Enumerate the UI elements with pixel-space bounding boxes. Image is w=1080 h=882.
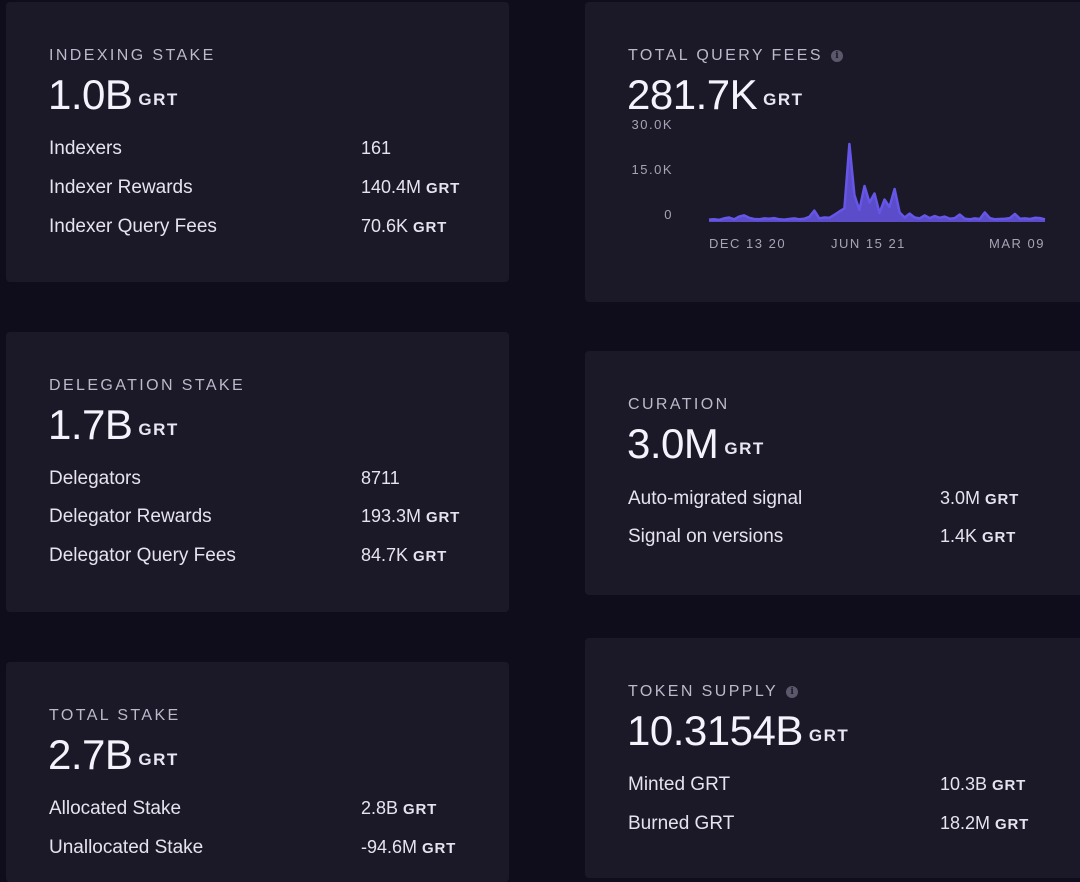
curation-title: CURATION — [628, 396, 730, 413]
query-fees-unit: GRT — [763, 90, 804, 109]
stat-name: Delegators — [49, 468, 141, 489]
stat-name: Minted GRT — [628, 774, 731, 795]
stat-name: Delegator Query Fees — [49, 545, 236, 566]
total-stake-title: TOTAL STAKE — [49, 707, 181, 724]
stat-name: Burned GRT — [628, 813, 735, 834]
total-stake-card: TOTAL STAKE 2.7B GRT Allocated Stake 2.8… — [6, 662, 509, 882]
stat-row: Unallocated Stake -94.6M GRT — [6, 837, 509, 861]
query-fees-title: TOTAL QUERY FEES i — [628, 47, 843, 65]
stat-name: Unallocated Stake — [49, 837, 204, 858]
stat-value: 10.3B GRT — [940, 774, 1027, 794]
stat-row: Delegator Rewards 193.3M GRT — [6, 506, 509, 530]
token-supply-total: 10.3154B GRT — [627, 710, 849, 752]
x-tick-label: JUN 15 21 — [831, 236, 906, 251]
indexing-stake-value: 1.0B — [48, 71, 133, 118]
curation-total: 3.0M GRT — [627, 423, 765, 465]
stat-value: 18.2M GRT — [940, 813, 1030, 833]
query-fees-title-text: TOTAL QUERY FEES — [628, 47, 823, 64]
fees-line — [708, 142, 1046, 222]
x-tick-label: DEC 13 20 — [709, 236, 786, 251]
query-fees-card: TOTAL QUERY FEES i 281.7K GRT 0 15.0K 30.0… — [585, 2, 1080, 302]
curation-card: CURATION 3.0M GRT Auto-migrated signal 3… — [585, 351, 1080, 595]
stat-name: Indexer Query Fees — [49, 216, 217, 237]
delegation-stake-card: DELEGATION STAKE 1.7B GRT Delegators 871… — [6, 332, 509, 612]
stat-value: 8711 — [361, 468, 400, 488]
delegation-stake-unit: GRT — [138, 420, 179, 439]
stat-row: Delegator Query Fees 84.7K GRT — [6, 545, 509, 569]
stat-name: Indexer Rewards — [49, 177, 193, 198]
indexing-stake-title: INDEXING STAKE — [49, 47, 216, 64]
token-supply-card: TOKEN SUPPLY i 10.3154B GRT Minted GRT 1… — [585, 638, 1080, 878]
stat-value: 70.6K GRT — [361, 216, 448, 236]
stat-row: Minted GRT 10.3B GRT — [585, 774, 1080, 798]
stat-name: Indexers — [49, 138, 122, 159]
total-stake-unit: GRT — [138, 750, 179, 769]
indexing-stake-total: 1.0B GRT — [48, 74, 179, 116]
y-tick-label: 30.0K — [632, 117, 673, 132]
delegation-stake-title: DELEGATION STAKE — [49, 377, 246, 394]
stat-value: 193.3M GRT — [361, 506, 461, 526]
stat-value: -94.6M GRT — [361, 837, 457, 857]
y-tick-label: 15.0K — [632, 162, 673, 177]
indexing-stake-unit: GRT — [138, 90, 179, 109]
curation-value: 3.0M — [627, 420, 719, 467]
stat-row: Indexer Query Fees 70.6K GRT — [6, 216, 509, 240]
stat-row: Auto-migrated signal 3.0M GRT — [585, 488, 1080, 512]
stat-value: 1.4K GRT — [940, 526, 1017, 546]
stat-value: 161 — [361, 138, 392, 158]
token-supply-value: 10.3154B — [627, 707, 803, 754]
stat-name: Auto-migrated signal — [628, 488, 803, 509]
stat-name: Allocated Stake — [49, 798, 182, 819]
total-stake-total: 2.7B GRT — [48, 734, 179, 776]
query-fees-total: 281.7K GRT — [627, 74, 804, 116]
info-icon[interactable]: i — [830, 50, 843, 62]
query-fees-chart[interactable]: 0 15.0K 30.0K DEC 13 20 JUN 15 21 MAR 09 — [585, 112, 1080, 262]
indexing-stake-card: INDEXING STAKE 1.0B GRT Indexers 161 Ind… — [6, 2, 509, 282]
token-supply-unit: GRT — [808, 726, 850, 745]
y-tick-label: 0 — [664, 207, 673, 222]
total-stake-value: 2.7B — [48, 731, 133, 778]
stat-name: Signal on versions — [628, 526, 784, 547]
stat-row: Allocated Stake 2.8B GRT — [6, 798, 509, 822]
delegation-stake-total: 1.7B GRT — [48, 404, 179, 446]
curation-unit: GRT — [724, 439, 765, 458]
x-tick-label: MAR 09 — [989, 236, 1045, 251]
stat-value: 140.4M GRT — [361, 177, 461, 197]
delegation-stake-value: 1.7B — [48, 401, 133, 448]
fees-area — [709, 144, 1045, 222]
stat-value: 2.8B GRT — [361, 798, 438, 818]
stat-name: Delegator Rewards — [49, 506, 212, 527]
query-fees-value: 281.7K — [627, 71, 758, 118]
stat-row: Burned GRT 18.2M GRT — [585, 813, 1080, 837]
info-icon[interactable]: i — [786, 686, 799, 698]
token-supply-title: TOKEN SUPPLY i — [628, 683, 799, 701]
stat-row: Indexers 161 — [6, 138, 509, 162]
stat-row: Signal on versions 1.4K GRT — [585, 526, 1080, 550]
stat-row: Indexer Rewards 140.4M GRT — [6, 177, 509, 201]
token-supply-title-text: TOKEN SUPPLY — [628, 683, 779, 700]
stat-value: 3.0M GRT — [940, 488, 1020, 508]
stat-row: Delegators 8711 — [6, 468, 509, 492]
stat-value: 84.7K GRT — [361, 545, 448, 565]
